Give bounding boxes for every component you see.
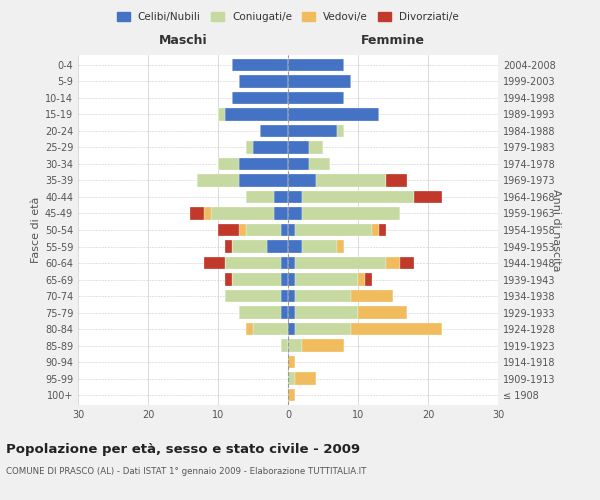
Bar <box>281 290 288 302</box>
Bar <box>302 208 400 220</box>
Bar <box>414 191 442 203</box>
Bar <box>246 224 281 236</box>
Bar <box>372 224 379 236</box>
Bar <box>246 323 253 335</box>
Bar <box>190 208 204 220</box>
Bar <box>246 191 274 203</box>
Bar <box>225 257 281 269</box>
Text: COMUNE DI PRASCO (AL) - Dati ISTAT 1° gennaio 2009 - Elaborazione TUTTITALIA.IT: COMUNE DI PRASCO (AL) - Dati ISTAT 1° ge… <box>6 468 367 476</box>
Bar <box>281 340 288 352</box>
Bar <box>288 75 351 88</box>
Bar <box>295 306 358 318</box>
Bar <box>288 306 295 318</box>
Bar <box>288 356 295 368</box>
Bar <box>288 274 295 285</box>
Bar <box>246 142 253 154</box>
Bar <box>260 125 288 137</box>
Bar <box>309 158 330 170</box>
Y-axis label: Fasce di età: Fasce di età <box>31 197 41 263</box>
Bar <box>218 158 239 170</box>
Legend: Celibi/Nubili, Coniugati/e, Vedovi/e, Divorziati/e: Celibi/Nubili, Coniugati/e, Vedovi/e, Di… <box>113 8 463 26</box>
Bar <box>337 240 344 252</box>
Bar <box>288 290 295 302</box>
Bar <box>351 323 442 335</box>
Bar <box>295 257 386 269</box>
Bar <box>288 108 379 120</box>
Bar <box>288 158 309 170</box>
Text: Popolazione per età, sesso e stato civile - 2009: Popolazione per età, sesso e stato civil… <box>6 442 360 456</box>
Bar <box>253 142 288 154</box>
Bar <box>225 108 288 120</box>
Bar <box>225 240 232 252</box>
Text: Femmine: Femmine <box>361 34 425 46</box>
Bar <box>232 92 288 104</box>
Text: Maschi: Maschi <box>158 34 208 46</box>
Bar <box>288 372 295 385</box>
Bar <box>232 58 288 71</box>
Bar <box>281 257 288 269</box>
Bar <box>239 224 246 236</box>
Bar <box>295 372 316 385</box>
Bar <box>386 257 400 269</box>
Bar <box>288 389 295 402</box>
Bar <box>288 340 302 352</box>
Bar <box>225 290 281 302</box>
Bar <box>288 142 309 154</box>
Bar <box>253 323 288 335</box>
Bar <box>400 257 414 269</box>
Bar <box>239 75 288 88</box>
Bar <box>274 191 288 203</box>
Bar <box>288 174 316 186</box>
Bar <box>288 208 302 220</box>
Bar <box>274 208 288 220</box>
Bar <box>358 274 365 285</box>
Bar <box>295 290 351 302</box>
Bar <box>295 224 372 236</box>
Bar <box>281 224 288 236</box>
Bar <box>386 174 407 186</box>
Bar <box>288 323 295 335</box>
Bar <box>239 306 281 318</box>
Bar <box>316 174 386 186</box>
Bar <box>288 257 295 269</box>
Y-axis label: Anni di nascita: Anni di nascita <box>551 188 561 271</box>
Bar <box>218 108 225 120</box>
Bar <box>337 125 344 137</box>
Bar <box>225 274 232 285</box>
Bar <box>281 306 288 318</box>
Bar <box>197 174 239 186</box>
Bar <box>309 142 323 154</box>
Bar <box>302 240 337 252</box>
Bar <box>302 191 414 203</box>
Bar <box>295 323 351 335</box>
Bar <box>218 224 239 236</box>
Bar <box>204 208 211 220</box>
Bar <box>288 125 337 137</box>
Bar <box>351 290 393 302</box>
Bar <box>267 240 288 252</box>
Bar <box>288 240 302 252</box>
Bar <box>288 191 302 203</box>
Bar <box>302 340 344 352</box>
Bar <box>358 306 407 318</box>
Bar <box>288 92 344 104</box>
Bar <box>288 58 344 71</box>
Bar <box>365 274 372 285</box>
Bar <box>379 224 386 236</box>
Bar <box>204 257 225 269</box>
Bar <box>239 158 288 170</box>
Bar <box>295 274 358 285</box>
Bar <box>232 274 281 285</box>
Bar <box>232 240 267 252</box>
Bar <box>281 274 288 285</box>
Bar <box>239 174 288 186</box>
Bar <box>288 224 295 236</box>
Bar <box>211 208 274 220</box>
